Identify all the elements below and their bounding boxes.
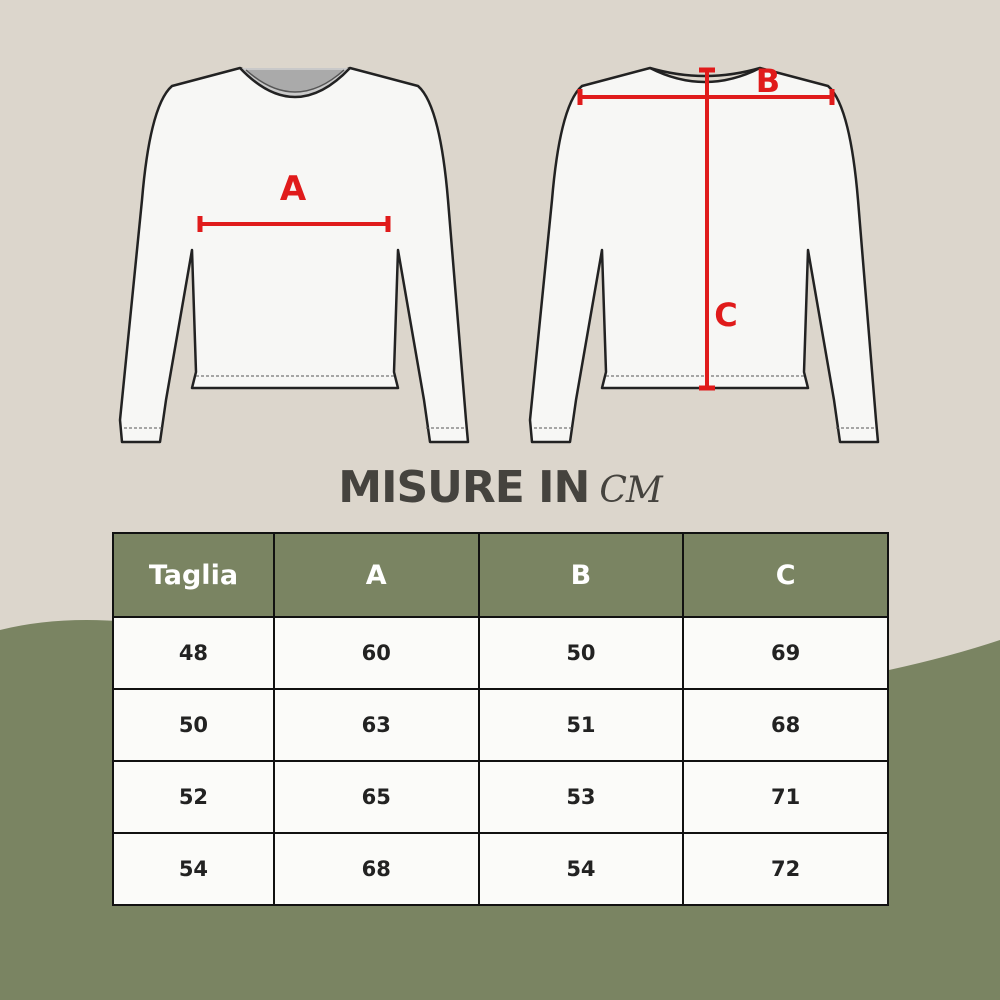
table-row: 48 60 50 69 <box>112 616 889 690</box>
front-shirt: A <box>118 66 470 444</box>
label-b: B <box>756 62 780 100</box>
cell: 68 <box>272 832 480 906</box>
cell: 50 <box>112 688 275 762</box>
cell: 48 <box>112 616 275 690</box>
label-c: C <box>714 296 737 334</box>
label-a: A <box>280 169 307 209</box>
cell: 63 <box>272 688 480 762</box>
header-a: A <box>272 532 480 618</box>
table-row: 54 68 54 72 <box>112 832 889 906</box>
cell: 54 <box>477 832 685 906</box>
size-table: Taglia A B C 48 60 50 69 50 63 51 68 52 65 53 71 … <box>112 532 889 906</box>
chart-title: MISURE IN CM <box>0 462 1000 513</box>
cell: 52 <box>112 760 275 834</box>
cell: 68 <box>682 688 889 762</box>
cell: 65 <box>272 760 480 834</box>
header-c: C <box>682 532 889 618</box>
cell: 51 <box>477 688 685 762</box>
cell: 53 <box>477 760 685 834</box>
shirt-diagrams: A B C <box>118 62 880 444</box>
back-shirt: B C <box>528 62 880 444</box>
cell: 69 <box>682 616 889 690</box>
table-row: 52 65 53 71 <box>112 760 889 834</box>
title-unit: CM <box>599 470 662 511</box>
header-taglia: Taglia <box>112 532 275 618</box>
table-header-row: Taglia A B C <box>112 532 889 618</box>
header-b: B <box>477 532 685 618</box>
title-main: MISURE IN <box>338 462 590 513</box>
cell: 50 <box>477 616 685 690</box>
table-row: 50 63 51 68 <box>112 688 889 762</box>
cell: 72 <box>682 832 889 906</box>
cell: 60 <box>272 616 480 690</box>
cell: 54 <box>112 832 275 906</box>
cell: 71 <box>682 760 889 834</box>
